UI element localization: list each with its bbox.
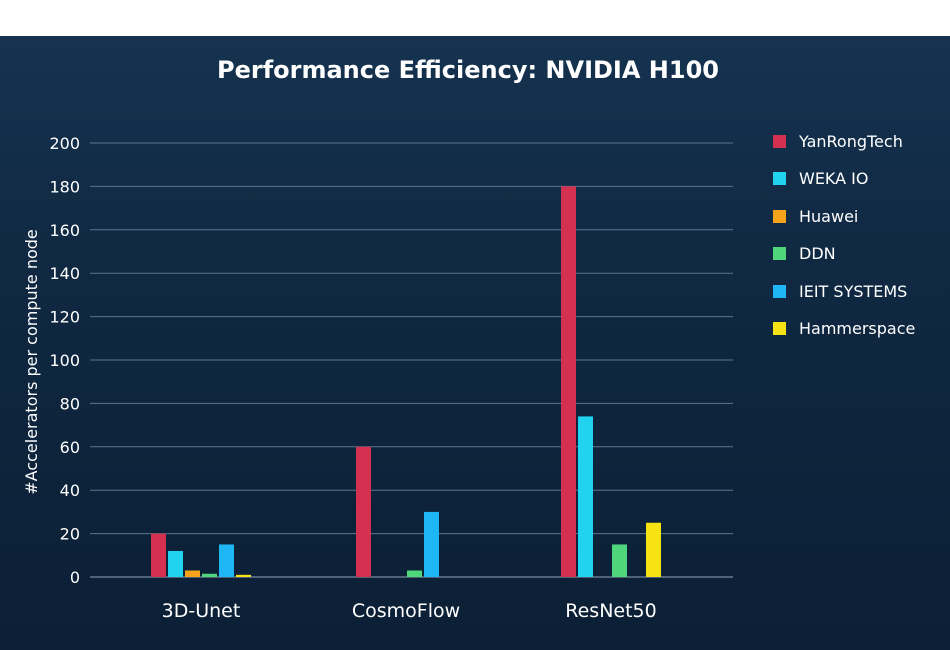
x-category-label: 3D-Unet: [162, 600, 241, 622]
bar-hammerspace-resnet50: [646, 522, 661, 577]
legend-item: IEIT SYSTEMS: [773, 281, 948, 301]
bar-ieit-systems-3d-unet: [219, 544, 234, 577]
legend-swatch: [773, 172, 786, 185]
legend-item: WEKA IO: [773, 169, 948, 188]
legend-label: YanRongTech: [799, 131, 903, 151]
bar-huawei-3d-unet: [185, 570, 200, 577]
legend-label: DDN: [799, 244, 836, 263]
grid-lines: [90, 142, 733, 578]
y-tick-label: 20: [60, 525, 80, 544]
bar-yanrongtech-cosmoflow: [356, 446, 371, 577]
x-category-label: CosmoFlow: [352, 600, 460, 622]
y-axis-label: #Accelerators per compute node: [22, 229, 41, 495]
legend: YanRongTech WEKA IO Huawei DDN IEIT SYSTEMS H…: [773, 132, 948, 357]
legend-item: YanRongTech: [773, 131, 948, 151]
legend-label: Hammerspace: [799, 319, 916, 338]
bar-ddn-3d-unet: [202, 573, 217, 577]
y-tick-label: 60: [60, 438, 80, 457]
y-tick-label: 160: [49, 221, 80, 240]
legend-label: WEKA IO: [799, 169, 869, 188]
y-tick-label: 180: [49, 177, 80, 196]
legend-swatch: [773, 284, 786, 298]
legend-item: Hammerspace: [773, 319, 948, 338]
y-tick-label: 80: [60, 394, 80, 413]
legend-item: Huawei: [773, 206, 948, 226]
bar-yanrongtech-3d-unet: [151, 533, 166, 577]
y-tick-labels: 0 20 40 60 80 100 120 140 160 180 200: [49, 134, 80, 587]
bar-yanrongtech-resnet50: [561, 186, 576, 577]
legend-label: Huawei: [799, 206, 859, 226]
y-tick-label: 120: [49, 308, 80, 327]
bar-hammerspace-3d-unet: [236, 574, 251, 577]
bar-ieit-systems-cosmoflow: [424, 511, 439, 577]
y-tick-label: 0: [70, 568, 80, 587]
legend-label: IEIT SYSTEMS: [799, 281, 908, 301]
x-category-label: ResNet50: [565, 600, 656, 622]
bar-weka-io-resnet50: [578, 416, 593, 577]
y-tick-label: 200: [49, 134, 80, 153]
legend-swatch: [773, 247, 786, 260]
bars: [151, 186, 661, 577]
x-category-labels: 3D-Unet CosmoFlow ResNet50: [162, 600, 657, 622]
bar-weka-io-3d-unet: [168, 550, 183, 577]
legend-swatch: [773, 322, 786, 335]
legend-swatch: [773, 209, 786, 223]
y-tick-label: 40: [60, 481, 80, 500]
chart-title: Performance Efficiency: NVIDIA H100: [217, 56, 719, 84]
legend-item: DDN: [773, 244, 948, 263]
y-tick-label: 100: [49, 351, 80, 370]
y-tick-label: 140: [49, 264, 80, 283]
legend-swatch: [773, 134, 786, 148]
bar-ddn-resnet50: [612, 544, 627, 577]
bar-ddn-cosmoflow: [407, 570, 422, 577]
